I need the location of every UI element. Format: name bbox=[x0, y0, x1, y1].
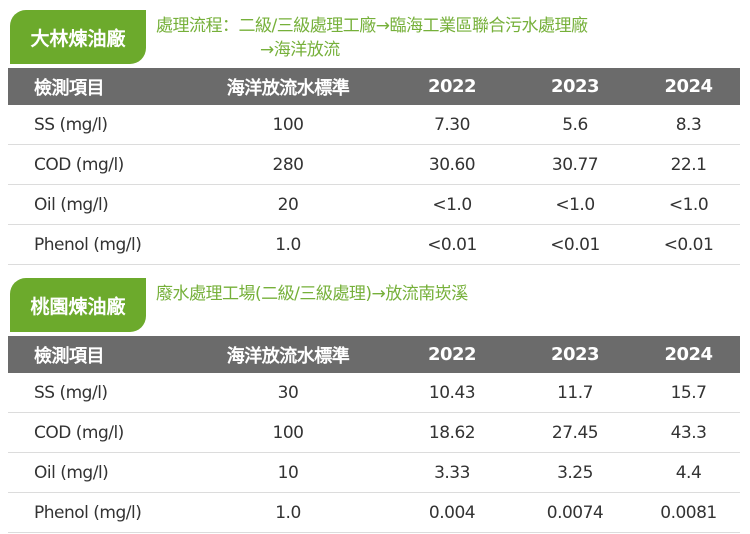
column-header: 檢測項目 bbox=[8, 336, 185, 373]
table-cell: 0.004 bbox=[391, 492, 513, 533]
table-cell: 7.30 bbox=[391, 105, 513, 145]
table-row: Oil (mg/l) 20 <1.0 <1.0 <1.0 bbox=[8, 184, 740, 225]
table-header-row: 檢測項目 海洋放流水標準 2022 2023 2024 bbox=[8, 336, 740, 373]
table-cell: 30.60 bbox=[391, 144, 513, 185]
table-cell: 43.3 bbox=[637, 412, 740, 453]
column-header: 2022 bbox=[391, 336, 513, 373]
table-row: COD (mg/l) 100 18.62 27.45 43.3 bbox=[8, 412, 740, 453]
table-cell: 280 bbox=[185, 144, 391, 185]
water-quality-table: 檢測項目 海洋放流水標準 2022 2023 2024 SS (mg/l) 100 7.30 5… bbox=[8, 68, 740, 265]
treatment-flow: 處理流程：二級/三級處理工廠→臨海工業區聯合污水處理廠 →海洋放流 bbox=[156, 16, 588, 60]
column-header: 2024 bbox=[637, 336, 740, 373]
column-header: 2024 bbox=[637, 68, 740, 105]
table-cell: SS (mg/l) bbox=[8, 373, 185, 413]
table-cell: 4.4 bbox=[637, 452, 740, 493]
table-cell: 100 bbox=[185, 412, 391, 453]
table-cell: 27.45 bbox=[513, 412, 637, 453]
table-cell: 20 bbox=[185, 184, 391, 225]
table-cell: <0.01 bbox=[391, 224, 513, 265]
table-cell: Phenol (mg/l) bbox=[8, 492, 185, 533]
table-cell: 18.62 bbox=[391, 412, 513, 453]
table-cell: Oil (mg/l) bbox=[8, 452, 185, 493]
section-header: 大林煉油廠 處理流程：二級/三級處理工廠→臨海工業區聯合污水處理廠 →海洋放流 bbox=[8, 10, 740, 66]
column-header: 2023 bbox=[513, 68, 637, 105]
table-cell: 11.7 bbox=[513, 373, 637, 413]
column-header: 2023 bbox=[513, 336, 637, 373]
column-header: 2022 bbox=[391, 68, 513, 105]
table-cell: Oil (mg/l) bbox=[8, 184, 185, 225]
table-cell: <0.01 bbox=[513, 224, 637, 265]
table-cell: 0.0081 bbox=[637, 492, 740, 533]
table-row: SS (mg/l) 30 10.43 11.7 15.7 bbox=[8, 373, 740, 413]
column-header: 海洋放流水標準 bbox=[185, 336, 391, 373]
column-header: 海洋放流水標準 bbox=[185, 68, 391, 105]
table-row: COD (mg/l) 280 30.60 30.77 22.1 bbox=[8, 144, 740, 185]
table-cell: 15.7 bbox=[637, 373, 740, 413]
refinery-name-tab: 大林煉油廠 bbox=[10, 10, 146, 64]
treatment-flow: 廢水處理工場(二級/三級處理)→放流南崁溪 bbox=[156, 284, 468, 304]
table-row: SS (mg/l) 100 7.30 5.6 8.3 bbox=[8, 105, 740, 145]
taoyuan-refinery-section: 桃園煉油廠 廢水處理工場(二級/三級處理)→放流南崁溪 檢測項目 海洋放流水標準 2… bbox=[8, 278, 740, 533]
table-cell: 22.1 bbox=[637, 144, 740, 185]
water-quality-table: 檢測項目 海洋放流水標準 2022 2023 2024 SS (mg/l) 30 10.43 1… bbox=[8, 336, 740, 533]
table-cell: <1.0 bbox=[391, 184, 513, 225]
table-cell: 8.3 bbox=[637, 105, 740, 145]
table-cell: <1.0 bbox=[513, 184, 637, 225]
table-cell: Phenol (mg/l) bbox=[8, 224, 185, 265]
table-cell: 3.25 bbox=[513, 452, 637, 493]
column-header: 檢測項目 bbox=[8, 68, 185, 105]
refinery-name-tab: 桃園煉油廠 bbox=[10, 278, 146, 332]
table-row: Phenol (mg/l) 1.0 0.004 0.0074 0.0081 bbox=[8, 492, 740, 533]
table-cell: 30.77 bbox=[513, 144, 637, 185]
table-row: Oil (mg/l) 10 3.33 3.25 4.4 bbox=[8, 452, 740, 493]
table-cell: 10.43 bbox=[391, 373, 513, 413]
table-header-row: 檢測項目 海洋放流水標準 2022 2023 2024 bbox=[8, 68, 740, 105]
table-cell: <1.0 bbox=[637, 184, 740, 225]
table-cell: 0.0074 bbox=[513, 492, 637, 533]
table-cell: 100 bbox=[185, 105, 391, 145]
table-cell: 3.33 bbox=[391, 452, 513, 493]
dalin-refinery-section: 大林煉油廠 處理流程：二級/三級處理工廠→臨海工業區聯合污水處理廠 →海洋放流 檢… bbox=[8, 10, 740, 265]
table-cell: COD (mg/l) bbox=[8, 144, 185, 185]
table-cell: 1.0 bbox=[185, 492, 391, 533]
table-cell: 1.0 bbox=[185, 224, 391, 265]
table-row: Phenol (mg/l) 1.0 <0.01 <0.01 <0.01 bbox=[8, 224, 740, 265]
table-cell: 10 bbox=[185, 452, 391, 493]
section-header: 桃園煉油廠 廢水處理工場(二級/三級處理)→放流南崁溪 bbox=[8, 278, 740, 334]
table-cell: SS (mg/l) bbox=[8, 105, 185, 145]
table-cell: 30 bbox=[185, 373, 391, 413]
table-cell: COD (mg/l) bbox=[8, 412, 185, 453]
table-cell: 5.6 bbox=[513, 105, 637, 145]
table-cell: <0.01 bbox=[637, 224, 740, 265]
